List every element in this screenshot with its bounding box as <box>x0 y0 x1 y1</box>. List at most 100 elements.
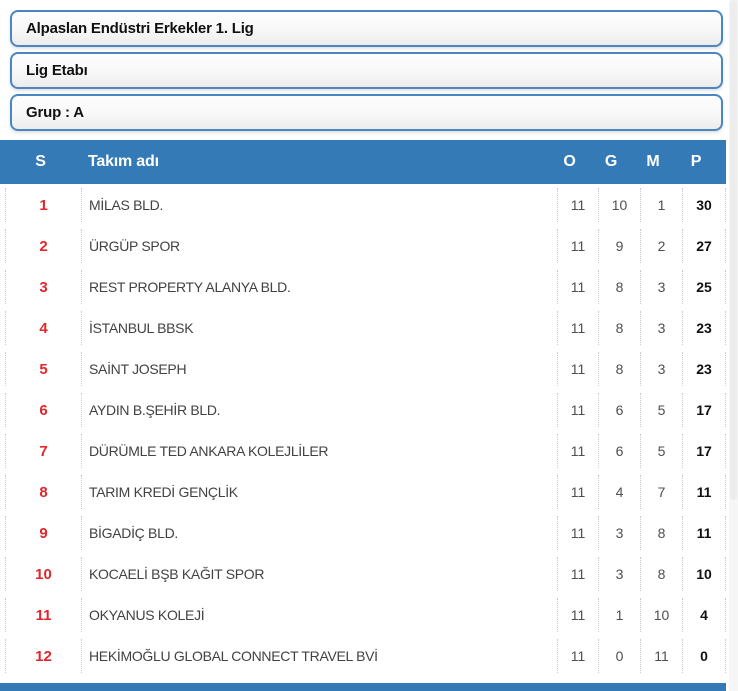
rank-cell: 1 <box>5 188 81 222</box>
played-cell: 11 <box>557 598 598 632</box>
table-row[interactable]: 3 REST PROPERTY ALANYA BLD. 11 8 3 25 <box>5 270 726 304</box>
table-row[interactable]: 6 AYDIN B.ŞEHİR BLD. 11 6 5 17 <box>5 393 726 427</box>
team-name-cell: BİGADİÇ BLD. <box>81 516 557 550</box>
table-row[interactable]: 1 MİLAS BLD. 11 10 1 30 <box>5 188 726 222</box>
points-cell: 23 <box>682 311 726 345</box>
points-cell: 0 <box>682 639 726 673</box>
rank-cell: 10 <box>5 557 81 591</box>
played-cell: 11 <box>557 270 598 304</box>
rank-cell: 7 <box>5 434 81 468</box>
rank-cell: 5 <box>5 352 81 386</box>
table-row[interactable]: 10 KOCAELİ BŞB KAĞIT SPOR 11 3 8 10 <box>5 557 726 591</box>
league-select-value: Alpaslan Endüstri Erkekler 1. Lig <box>26 20 254 37</box>
lost-cell: 3 <box>640 270 682 304</box>
points-cell: 10 <box>682 557 726 591</box>
team-name-cell: HEKİMOĞLU GLOBAL CONNECT TRAVEL BVİ <box>81 639 557 673</box>
played-cell: 11 <box>557 352 598 386</box>
group-select-value: Grup : A <box>26 104 84 121</box>
played-cell: 11 <box>557 311 598 345</box>
rank-cell: 11 <box>5 598 81 632</box>
team-name-cell: TARIM KREDİ GENÇLİK <box>81 475 557 509</box>
played-cell: 11 <box>557 188 598 222</box>
lost-cell: 7 <box>640 475 682 509</box>
filters-section: Alpaslan Endüstri Erkekler 1. Lig Lig Et… <box>0 0 738 131</box>
team-name-cell: DÜRÜMLE TED ANKARA KOLEJLİLER <box>81 434 557 468</box>
rank-cell: 8 <box>5 475 81 509</box>
header-rank: S <box>35 153 46 170</box>
won-cell: 1 <box>598 598 640 632</box>
table-row[interactable]: 8 TARIM KREDİ GENÇLİK 11 4 7 11 <box>5 475 726 509</box>
header-points: P <box>690 153 702 170</box>
won-cell: 0 <box>598 639 640 673</box>
lost-cell: 5 <box>640 393 682 427</box>
played-cell: 11 <box>557 393 598 427</box>
table-row[interactable]: 12 HEKİMOĞLU GLOBAL CONNECT TRAVEL BVİ 1… <box>5 639 726 673</box>
rank-cell: 2 <box>5 229 81 263</box>
points-cell: 17 <box>682 393 726 427</box>
group-select[interactable]: Grup : A <box>10 94 723 131</box>
team-name-cell: ÜRGÜP SPOR <box>81 229 557 263</box>
won-cell: 8 <box>598 270 640 304</box>
standings-rows: 1 MİLAS BLD. 11 10 1 30 2 ÜRGÜP SPOR 11 … <box>0 188 738 673</box>
won-cell: 9 <box>598 229 640 263</box>
stage-select-value: Lig Etabı <box>26 62 88 79</box>
points-cell: 25 <box>682 270 726 304</box>
lost-cell: 5 <box>640 434 682 468</box>
lost-cell: 1 <box>640 188 682 222</box>
points-cell: 17 <box>682 434 726 468</box>
rank-cell: 3 <box>5 270 81 304</box>
lost-cell: 3 <box>640 311 682 345</box>
played-cell: 11 <box>557 434 598 468</box>
team-name-cell: OKYANUS KOLEJİ <box>81 598 557 632</box>
points-cell: 11 <box>682 516 726 550</box>
scrollbar-track[interactable] <box>729 0 738 691</box>
team-name-cell: MİLAS BLD. <box>81 188 557 222</box>
points-cell: 23 <box>682 352 726 386</box>
lost-cell: 8 <box>640 516 682 550</box>
points-cell: 4 <box>682 598 726 632</box>
rank-cell: 4 <box>5 311 81 345</box>
won-cell: 8 <box>598 311 640 345</box>
header-team-name: Takım adı <box>88 153 159 170</box>
league-select[interactable]: Alpaslan Endüstri Erkekler 1. Lig <box>10 10 723 47</box>
rank-cell: 9 <box>5 516 81 550</box>
team-name-cell: REST PROPERTY ALANYA BLD. <box>81 270 557 304</box>
played-cell: 11 <box>557 639 598 673</box>
team-name-cell: SAİNT JOSEPH <box>81 352 557 386</box>
played-cell: 11 <box>557 475 598 509</box>
team-name-cell: KOCAELİ BŞB KAĞIT SPOR <box>81 557 557 591</box>
played-cell: 11 <box>557 557 598 591</box>
won-cell: 10 <box>598 188 640 222</box>
lost-cell: 8 <box>640 557 682 591</box>
scrollbar-thumb[interactable] <box>730 0 737 500</box>
table-row[interactable]: 5 SAİNT JOSEPH 11 8 3 23 <box>5 352 726 386</box>
lost-cell: 11 <box>640 639 682 673</box>
lost-cell: 2 <box>640 229 682 263</box>
played-cell: 11 <box>557 516 598 550</box>
team-name-cell: İSTANBUL BBSK <box>81 311 557 345</box>
won-cell: 6 <box>598 393 640 427</box>
rank-cell: 6 <box>5 393 81 427</box>
table-row[interactable]: 11 OKYANUS KOLEJİ 11 1 10 4 <box>5 598 726 632</box>
points-cell: 27 <box>682 229 726 263</box>
table-row[interactable]: 9 BİGADİÇ BLD. 11 3 8 11 <box>5 516 726 550</box>
standings-table: S Takım adı O G M P 1 MİLAS BLD. 11 10 1… <box>0 140 738 673</box>
team-name-cell: AYDIN B.ŞEHİR BLD. <box>81 393 557 427</box>
won-cell: 8 <box>598 352 640 386</box>
lost-cell: 10 <box>640 598 682 632</box>
header-played: O <box>563 153 576 170</box>
won-cell: 4 <box>598 475 640 509</box>
points-cell: 30 <box>682 188 726 222</box>
next-table-header-partial <box>0 683 726 691</box>
table-row[interactable]: 4 İSTANBUL BBSK 11 8 3 23 <box>5 311 726 345</box>
standings-header-row: S Takım adı O G M P <box>0 140 726 184</box>
won-cell: 3 <box>598 557 640 591</box>
points-cell: 11 <box>682 475 726 509</box>
lost-cell: 3 <box>640 352 682 386</box>
table-row[interactable]: 7 DÜRÜMLE TED ANKARA KOLEJLİLER 11 6 5 1… <box>5 434 726 468</box>
table-row[interactable]: 2 ÜRGÜP SPOR 11 9 2 27 <box>5 229 726 263</box>
played-cell: 11 <box>557 229 598 263</box>
header-won: G <box>604 153 618 170</box>
stage-select[interactable]: Lig Etabı <box>10 52 723 89</box>
header-lost: M <box>646 153 660 170</box>
